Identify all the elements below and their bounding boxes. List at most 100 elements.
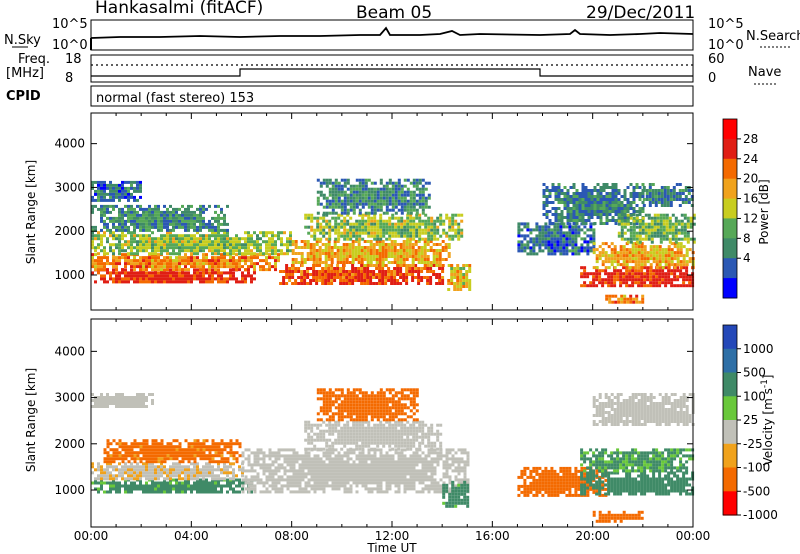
power-colorbar-tick: 12 (743, 211, 758, 225)
power-region-9 (447, 264, 472, 291)
vel-y-tick-label: 1000 (54, 483, 85, 497)
velocity-data-layer (91, 388, 695, 523)
vel-colorbar-tick: 25 (743, 413, 758, 427)
x-tick-label: 16:00 (475, 529, 510, 543)
power-colorbar-tick: 4 (743, 251, 751, 265)
vel-colorbar-swatch (723, 325, 737, 350)
nsky-panel: N.Sky 10^5 10^0 10^5 10^0 N.Search (4, 17, 800, 53)
vel-colorbar-swatch (723, 467, 737, 492)
velocity-colorbar: 1000 500 100 25 -25 -100 -500 -1000 (722, 324, 778, 522)
nsky-tick-bottom: 10^0 (52, 38, 88, 53)
vel-colorbar-tick: -100 (743, 461, 770, 475)
freq-tick-bottom: 8 (65, 71, 73, 86)
x-tick-label: 08:00 (274, 529, 309, 543)
power-colorbar-tick: 8 (743, 231, 751, 245)
power-colorbar-swatch (723, 238, 737, 259)
x-axis-label: Time UT (366, 541, 417, 554)
power-colorbar: 28 24 20 16 12 8 4 (722, 118, 758, 299)
power-region-5 (279, 264, 445, 285)
vel-region-6 (316, 388, 419, 422)
vel-colorbar-tick: 1000 (743, 342, 774, 356)
vel-region-3 (91, 393, 154, 408)
power-colorbar-tick: 28 (743, 132, 758, 146)
vel-region-12 (592, 510, 644, 523)
vel-region-2 (103, 439, 242, 464)
power-colorbar-label: Power [dB] (757, 179, 771, 244)
power-region-4 (91, 180, 142, 202)
freq-label-line2: [MHz] (6, 66, 44, 81)
vel-colorbar-tick: 100 (743, 389, 766, 403)
vel-colorbar-swatch (723, 348, 737, 374)
power-colorbar-swatch (723, 198, 737, 219)
power-region-1 (91, 253, 280, 272)
freq-panel: Freq. [MHz] 18 8 60 0 Nave (6, 52, 781, 86)
power-data-layer (91, 178, 696, 304)
power-colorbar-tick: 16 (743, 192, 758, 206)
vel-colorbar-swatch (723, 420, 737, 445)
power-colorbar-swatch (723, 119, 737, 140)
power-region-10 (517, 222, 596, 256)
vel-y-tick-label: 3000 (54, 391, 85, 405)
vel-colorbar-tick: 500 (743, 366, 766, 380)
vel-colorbar-swatch (723, 396, 737, 421)
power-region-7 (304, 213, 464, 241)
vel-region-7 (442, 480, 470, 508)
nave-tick-bottom: 0 (708, 71, 716, 86)
beam-title: Beam 05 (356, 3, 432, 23)
time-axis: 00:00 04:00 08:00 12:00 16:00 20:00 00:00 (74, 529, 711, 543)
power-colorbar-swatch (723, 218, 737, 239)
nave-tick-top: 60 (708, 52, 725, 67)
vel-colorbar-swatch (723, 372, 737, 397)
vel-colorbar-swatch (723, 443, 737, 469)
power-region-16 (605, 294, 645, 304)
power-colorbar-tick: 20 (743, 172, 758, 186)
power-region-14 (617, 213, 696, 244)
power-region-12 (580, 266, 695, 288)
nsearch-tick-bottom: 10^0 (708, 38, 744, 53)
vel-region-11 (592, 393, 695, 426)
power-y-tick-label: 4000 (54, 137, 85, 151)
power-colorbar-tick: 24 (743, 152, 758, 166)
power-colorbar-swatch (723, 138, 737, 160)
vel-region-1 (91, 462, 244, 481)
power-colorbar-swatch (723, 178, 737, 200)
power-region-8 (316, 178, 431, 215)
x-tick-label: 00:00 (676, 529, 711, 543)
vel-region-5 (304, 420, 443, 451)
power-region-0 (91, 268, 256, 284)
power-region-15 (642, 183, 694, 207)
vel-region-0 (91, 478, 256, 494)
power-region-13 (592, 242, 695, 270)
power-region-6 (291, 240, 451, 267)
nsearch-tick-top: 10^5 (708, 17, 744, 32)
power-region-3 (91, 204, 229, 232)
power-y-tick-label: 1000 (54, 268, 85, 282)
power-y-tick-label: 2000 (54, 224, 85, 238)
power-colorbar-swatch (723, 258, 737, 279)
x-tick-label: 00:00 (74, 529, 109, 543)
power-colorbar-swatch (723, 278, 737, 299)
vel-colorbar-tick: -500 (743, 484, 770, 498)
date-title: 29/Dec/2011 (586, 3, 695, 23)
velocity-y-axis-label: Slant Range [km] (24, 368, 38, 472)
velocity-colorbar-label: Velocity [m s-1] (760, 375, 775, 466)
vel-y-tick-label: 2000 (54, 437, 85, 451)
vel-region-4 (241, 448, 470, 494)
power-region-2 (91, 231, 292, 256)
vel-y-tick-label: 4000 (54, 344, 85, 358)
vel-colorbar-tick: -1000 (743, 508, 778, 522)
vel-colorbar-swatch (723, 491, 737, 516)
cpid-label: CPID (6, 89, 41, 104)
vel-region-10 (580, 448, 695, 473)
cpid-value: normal (fast stereo) 153 (96, 91, 254, 106)
power-panel: 1000 2000 3000 4000 Slant Range [km] 28 24 20… (24, 112, 771, 311)
nave-trace (91, 68, 693, 77)
freq-label-line1: Freq. (18, 52, 50, 67)
x-tick-label: 20:00 (575, 529, 610, 543)
freq-tick-top: 18 (65, 52, 82, 67)
power-colorbar-swatch (723, 158, 737, 180)
nsearch-label: N.Search (746, 29, 800, 44)
station-title: Hankasalmi (fitACF) (95, 0, 263, 18)
nsky-label: N.Sky (4, 33, 41, 48)
